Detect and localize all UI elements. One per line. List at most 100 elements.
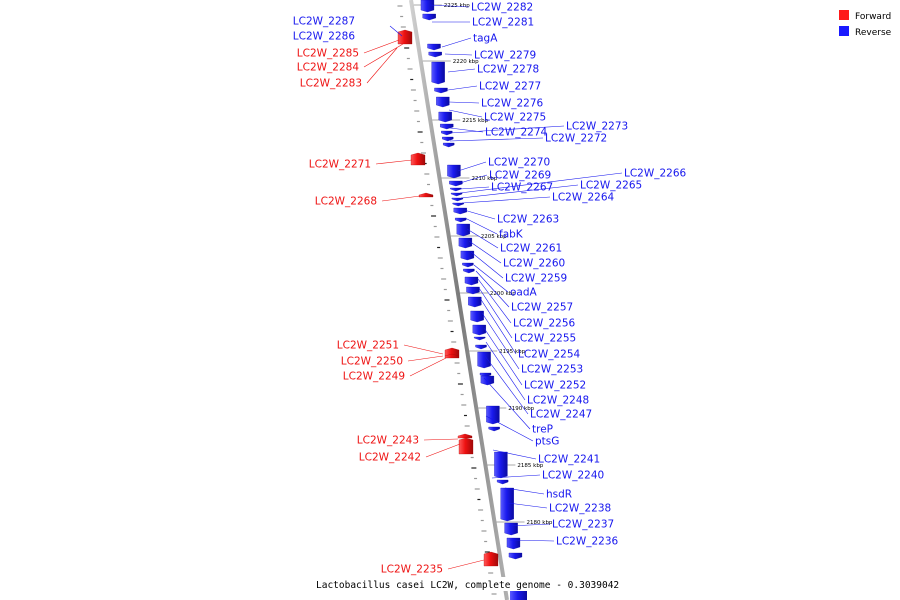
label-leader [483,377,531,430]
gene-label-lc2w-2247: LC2W_2247 [530,409,592,421]
reverse-gene-block [506,537,521,550]
label-leader [429,4,470,8]
label-leader [441,37,472,48]
label-leader [475,270,510,308]
gene-label-lc2w-2254: LC2W_2254 [518,349,581,361]
reverse-gene-block [470,310,484,323]
label-leader [448,109,483,118]
gene-label-lc2w-2252: LC2W_2252 [524,380,586,392]
label-leader [507,502,548,509]
label-leader [491,474,541,479]
gene-label-lc2w-2275: LC2W_2275 [484,112,546,124]
forward-gene-block [444,347,460,357]
reverse-gene-block [455,217,467,223]
reverse-gene-block [422,13,436,21]
gene-label-fabk: fabK [499,229,524,241]
gene-label-lc2w-2240: LC2W_2240 [542,470,604,482]
tick-label: 2225 kbp [444,3,470,9]
tick-label: 2200 kbp [490,291,516,297]
label-leader [447,85,478,91]
reverse-gene-block [427,43,441,51]
label-leader [409,357,447,377]
gene-label-lc2w-2249: LC2W_2249 [343,371,405,383]
label-leader [444,53,473,56]
reverse-gene-block [462,262,474,268]
label-leader [459,172,623,194]
gene-label-lc2w-2241: LC2W_2241 [538,454,600,466]
reverse-gene-block [440,123,454,130]
label-leader [448,101,480,104]
gene-label-taga: tagA [473,33,498,45]
legend-forward-label: Forward [855,12,891,22]
gc-track [397,5,497,595]
gene-label-lc2w-2285: LC2W_2285 [297,48,359,60]
reverse-gene-block [441,130,453,136]
tick-label: 2185 kbp [517,463,543,469]
label-leader [477,278,512,324]
reverse-gene-block [438,111,452,123]
reverse-gene-block [504,522,518,536]
tick-label: 2195 kbp [499,349,525,355]
forward-gene-block [483,551,499,567]
gene-label-lc2w-2281: LC2W_2281 [472,17,534,29]
forward-gene-block [410,152,426,166]
gene-layer [397,0,527,600]
gene-label-lc2w-2260: LC2W_2260 [503,258,565,270]
tick-label: 2190 kbp [508,406,534,412]
reverse-gene-block [420,0,435,13]
caption-background [312,577,590,591]
gene-label-lc2w-2284: LC2W_2284 [297,62,360,74]
gene-label-lc2w-2259: LC2W_2259 [505,273,567,285]
reverse-gene-block [458,237,473,249]
label-leader [457,161,487,172]
legend-forward-swatch [839,10,849,20]
forward-gene-block [444,353,460,359]
gene-label-lc2w-2253: LC2W_2253 [521,364,583,376]
label-leader [492,449,537,460]
label-leader [459,174,488,184]
map-caption: Lactobacillus casei LC2W, complete genom… [316,580,619,591]
reverse-gene-block [453,207,467,215]
reverse-gene-block [428,51,442,58]
forward-gene-block [457,433,473,439]
reverse-gene-block [477,351,491,369]
reverse-gene-block [442,136,454,142]
gene-label-lc2w-2257: LC2W_2257 [511,302,573,314]
reverse-gene-block [463,268,475,274]
genome-backbone [409,0,509,600]
tick-label: 2205 kbp [481,234,507,240]
gene-label-lc2w-2272: LC2W_2272 [545,133,607,145]
gene-label-lc2w-2268: LC2W_2268 [315,196,377,208]
label-leader [484,355,529,415]
legend-reverse-swatch [839,26,849,36]
gene-label-lc2w-2255: LC2W_2255 [514,333,576,345]
label-leader [504,487,545,495]
label-leader [473,264,509,293]
label-leader [460,184,579,199]
label-leader [481,312,520,370]
label-leader [470,251,504,279]
forward-gene-block [397,29,413,45]
label-leader [381,195,421,202]
label-leader [468,240,502,264]
gene-label-lc2w-2238: LC2W_2238 [549,503,611,515]
gene-label-lc2w-2251: LC2W_2251 [337,340,399,352]
gene-label-lc2w-2266: LC2W_2266 [624,168,687,180]
tick-label: 2210 kbp [471,176,497,182]
reverse-gene-block [456,223,470,237]
gene-label-oada: oadA [510,287,538,299]
reverse-gene-block [452,202,464,207]
label-leader [485,415,534,442]
reverse-gene-block [450,187,462,192]
label-leader [363,43,404,68]
forward-gene-block [458,437,474,455]
label-leader [479,297,517,355]
reverse-gene-block [508,552,523,560]
legend: Forward Reverse [839,10,892,38]
label-leader [509,539,555,542]
gene-label-lc2w-2282: LC2W_2282 [471,2,533,14]
legend-reverse-label: Reverse [855,28,892,38]
gene-label-lc2w-2250: LC2W_2250 [341,356,403,368]
reverse-gene-block [464,276,479,286]
